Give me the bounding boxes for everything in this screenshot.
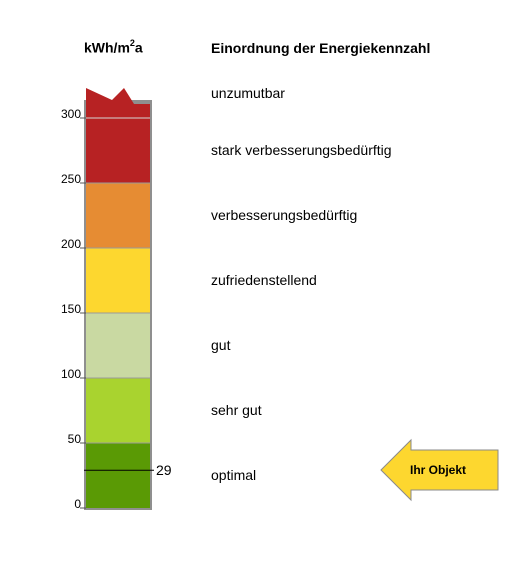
y-tick-label: 250 — [60, 172, 81, 186]
class-label-6: unzumutbar — [211, 85, 285, 101]
class-label-1: sehr gut — [211, 401, 262, 418]
class-label-3: zufriedenstellend — [211, 271, 317, 288]
y-tick-label: 100 — [60, 367, 81, 381]
scale-band-6 — [86, 88, 150, 118]
class-label-5: stark verbesserungsbedürftig — [211, 141, 392, 158]
class-label-0: optimal — [211, 466, 257, 483]
scale-band-0 — [86, 443, 150, 508]
scale-band-5 — [86, 118, 150, 183]
unit-label: kWh/m2a — [84, 38, 143, 56]
class-label-2: gut — [211, 336, 231, 353]
value-label: 29 — [156, 462, 172, 478]
ihr-objekt-label: Ihr Objekt — [409, 463, 466, 477]
y-tick-label: 300 — [60, 107, 81, 121]
scale-band-3 — [86, 248, 150, 313]
chart-heading: Einordnung der Energiekennzahl — [211, 40, 431, 56]
y-tick-label: 0 — [74, 497, 81, 511]
scale-band-2 — [86, 313, 150, 378]
y-tick-label: 150 — [60, 302, 81, 316]
scale-band-1 — [86, 378, 150, 443]
class-label-4: verbesserungsbedürftig — [211, 206, 358, 223]
y-tick-label: 50 — [67, 432, 81, 446]
ihr-objekt-arrow — [380, 438, 499, 502]
y-tick-label: 200 — [60, 237, 81, 251]
scale-band-4 — [86, 183, 150, 248]
